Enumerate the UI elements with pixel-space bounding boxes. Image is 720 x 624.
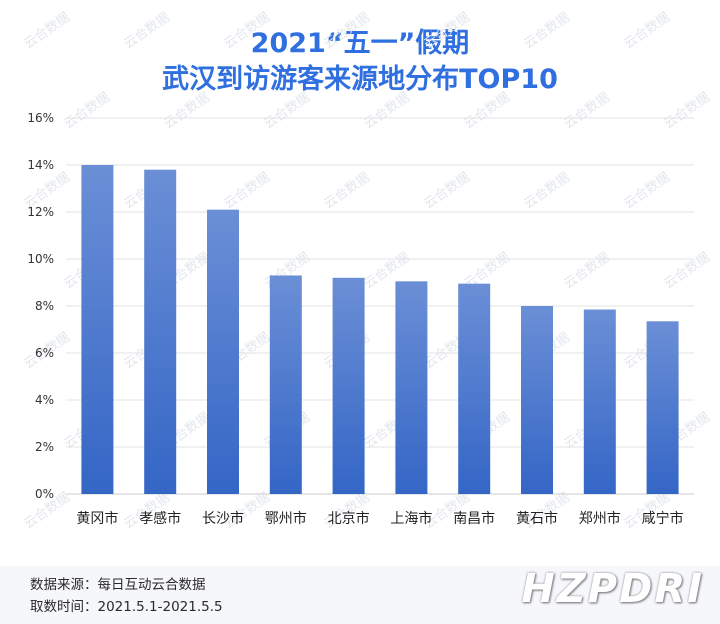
y-tick-label: 8% bbox=[35, 299, 54, 313]
x-category-label: 孝感市 bbox=[139, 510, 181, 527]
y-tick-label: 16% bbox=[27, 111, 54, 125]
y-tick-label: 14% bbox=[27, 158, 54, 172]
bar bbox=[81, 165, 114, 494]
x-category-label: 黄石市 bbox=[516, 510, 558, 527]
bar bbox=[521, 306, 553, 494]
bar bbox=[458, 283, 491, 494]
y-tick-label: 0% bbox=[35, 487, 54, 501]
x-category-label: 咸宁市 bbox=[642, 510, 684, 527]
x-category-label: 上海市 bbox=[390, 510, 432, 527]
bar bbox=[269, 275, 302, 494]
y-tick-label: 2% bbox=[35, 440, 54, 454]
x-category-label: 北京市 bbox=[328, 510, 370, 527]
x-category-label: 鄂州市 bbox=[265, 510, 307, 527]
x-category-label: 黄冈市 bbox=[76, 510, 118, 527]
bar bbox=[332, 277, 365, 494]
bar bbox=[144, 169, 177, 494]
y-tick-label: 6% bbox=[35, 346, 54, 360]
x-axis-labels: 黄冈市 孝感市 长沙市 鄂州市 北京市 上海市 南昌市 黄石市 郑州市 咸宁市 bbox=[76, 510, 683, 527]
x-category-label: 南昌市 bbox=[453, 510, 495, 527]
y-tick-label: 10% bbox=[27, 252, 54, 266]
bars bbox=[81, 165, 679, 494]
bar bbox=[395, 281, 428, 494]
brand-logo: HZPDRI bbox=[521, 566, 704, 612]
x-category-label: 长沙市 bbox=[202, 510, 244, 527]
chart-title-line2: 武汉到访游客来源地分布TOP10 bbox=[162, 64, 558, 95]
bar bbox=[646, 321, 679, 494]
bar bbox=[583, 309, 616, 494]
bar bbox=[207, 209, 239, 494]
chart-title-line1: 2021“五一”假期 bbox=[250, 28, 470, 59]
y-axis-ticks: 0% 2% 4% 6% 8% 10% 12% 14% 16% bbox=[27, 111, 54, 501]
chart-title: 2021“五一”假期 武汉到访游客来源地分布TOP10 bbox=[0, 26, 720, 98]
data-period-text: 取数时间：2021.5.1-2021.5.5 bbox=[30, 599, 223, 615]
y-tick-label: 4% bbox=[35, 393, 54, 407]
x-category-label: 郑州市 bbox=[579, 510, 621, 527]
y-tick-label: 12% bbox=[27, 205, 54, 219]
data-source-text: 数据来源：每日互动云合数据 bbox=[30, 577, 206, 593]
bar-chart: 0% 2% 4% 6% 8% 10% 12% 14% 16% 黄冈市 孝感市 长沙市 鄂州市 北京市 上海… bbox=[27, 111, 694, 527]
footer: 数据来源：每日互动云合数据 取数时间：2021.5.1-2021.5.5 bbox=[0, 566, 720, 624]
